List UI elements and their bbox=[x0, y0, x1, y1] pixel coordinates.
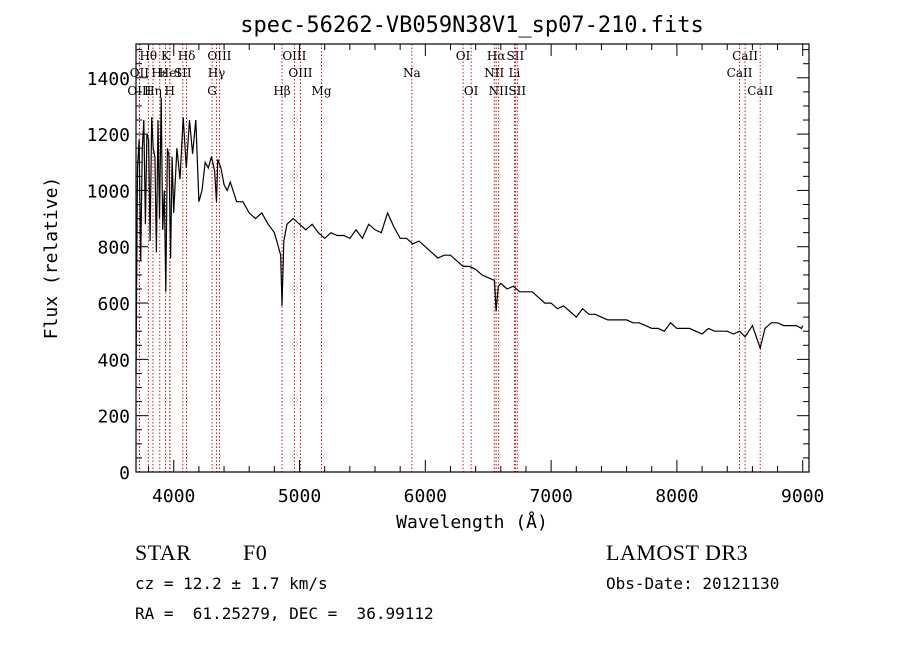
spectral-line-label: CaII bbox=[732, 49, 758, 63]
x-tick-label: 6000 bbox=[404, 486, 447, 507]
y-tick-label: 800 bbox=[97, 238, 130, 259]
y-tick-label: 1200 bbox=[87, 125, 130, 146]
spectral-line-label: OIII bbox=[288, 66, 312, 80]
spectral-line-label: H bbox=[164, 84, 174, 98]
spectral-line-label: SII bbox=[508, 84, 526, 98]
y-tick-label: 0 bbox=[119, 463, 130, 484]
y-tick-label: 600 bbox=[97, 294, 130, 315]
spectral-line-label: OIII bbox=[207, 49, 231, 63]
y-tick-label: 400 bbox=[97, 350, 130, 371]
spectral-line-label: CaII bbox=[747, 84, 773, 98]
spectral-line-label: CaII bbox=[727, 66, 753, 80]
spectral-line-label: K bbox=[161, 49, 171, 63]
y-tick-label: 1400 bbox=[87, 69, 130, 90]
spectral-line-label: Hβ bbox=[273, 84, 290, 98]
survey-name: LAMOST DR3 bbox=[606, 540, 749, 565]
spectral-line-label: Li bbox=[508, 66, 520, 80]
x-tick-label: 5000 bbox=[278, 486, 321, 507]
object-subclass: F0 bbox=[243, 540, 268, 565]
sky-coordinates: RA = 61.25279, DEC = 36.99112 bbox=[135, 604, 434, 623]
x-axis-label: Wavelength (Å) bbox=[396, 511, 548, 533]
spectral-line-label: Hδ bbox=[178, 49, 196, 63]
y-axis-label: Flux (relative) bbox=[41, 177, 62, 340]
spectral-line-label: SII bbox=[507, 49, 525, 63]
x-tick-label: 9000 bbox=[781, 486, 824, 507]
spectral-line-label: OIII bbox=[127, 84, 151, 98]
chart-title: spec-56262-VB059N38V1_sp07-210.fits bbox=[240, 13, 704, 38]
y-tick-label: 1000 bbox=[87, 181, 130, 202]
spectral-line-label: OIII bbox=[282, 49, 306, 63]
spectral-line-label: OI bbox=[464, 84, 479, 98]
spectral-line-label: Hη bbox=[144, 84, 162, 98]
redshift-value: cz = 12.2 ± 1.7 km/s bbox=[135, 574, 328, 593]
spectral-line-label: Mg bbox=[312, 84, 332, 98]
plot-frame bbox=[135, 43, 810, 473]
spectral-line-label: Na bbox=[403, 66, 421, 80]
spectral-line-label: OI bbox=[456, 49, 471, 63]
x-tick-label: 4000 bbox=[152, 486, 195, 507]
spectral-line-label: NII bbox=[489, 84, 509, 98]
spectral-line-label: Hε bbox=[151, 66, 168, 80]
spectral-line-label: Hθ bbox=[139, 49, 157, 63]
spectrum-series bbox=[135, 97, 804, 374]
spectral-line-label: Hα bbox=[487, 49, 506, 63]
object-class: STAR bbox=[135, 540, 192, 565]
x-tick-label: 8000 bbox=[655, 486, 698, 507]
spectral-line-label: G bbox=[207, 84, 217, 98]
spectral-line-label: SII bbox=[174, 66, 192, 80]
observation-date: Obs-Date: 20121130 bbox=[606, 574, 780, 593]
spectral-line-label: Hγ bbox=[208, 66, 226, 80]
spectral-line-label: NII bbox=[484, 66, 504, 80]
y-tick-label: 200 bbox=[97, 407, 130, 428]
axis-ticks: 4000 5000 6000 7000 8000 9000 0 200 400 600 800 100… bbox=[87, 44, 824, 507]
x-tick-label: 7000 bbox=[529, 486, 572, 507]
